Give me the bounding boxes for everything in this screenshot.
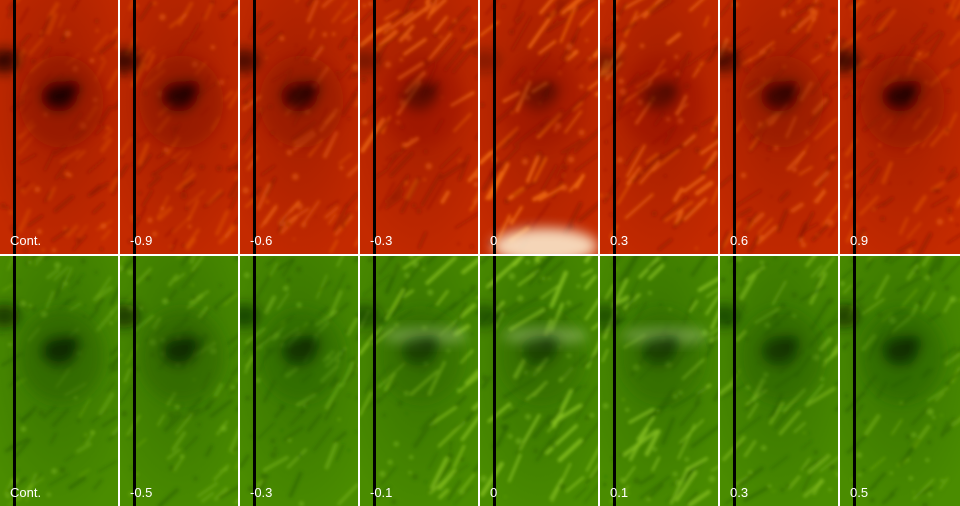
filtergram-panel: -0.9: [120, 0, 238, 254]
solar-image: [720, 0, 838, 254]
wavelength-label: 0.1: [610, 485, 629, 500]
solar-image: [600, 256, 718, 506]
filtergram-panel: Cont.: [0, 256, 118, 506]
filtergram-panel: 0: [480, 0, 598, 254]
wavelength-label: 0.3: [730, 485, 749, 500]
wavelength-label: 0.5: [850, 485, 869, 500]
solar-image: [240, 256, 358, 506]
filtergram-panel: -0.5: [120, 256, 238, 506]
slit-line: [133, 256, 136, 506]
filtergram-panel: 0: [480, 256, 598, 506]
solar-image: [840, 256, 960, 506]
filtergram-panel: -0.3: [360, 0, 478, 254]
solar-image: [360, 0, 478, 254]
filtergram-panel: Cont.: [0, 0, 118, 254]
filtergram-panel: 0.5: [840, 256, 960, 506]
wavelength-label: -0.9: [130, 233, 153, 248]
filtergram-panel: -0.1: [360, 256, 478, 506]
solar-image: [360, 256, 478, 506]
solar-image: [0, 0, 118, 254]
wavelength-label: 0: [490, 233, 498, 248]
wavelength-label: 0.6: [730, 233, 749, 248]
slit-line: [613, 0, 616, 254]
solar-image: [240, 0, 358, 254]
slit-line: [853, 0, 856, 254]
solar-image: [120, 256, 238, 506]
slit-line: [493, 256, 496, 506]
solar-image: [480, 256, 598, 506]
filtergram-panel: 0.6: [720, 0, 838, 254]
wavelength-label: 0.3: [610, 233, 629, 248]
slit-line: [133, 0, 136, 254]
solar-image: [840, 0, 960, 254]
filtergram-panel: 0.3: [600, 0, 718, 254]
filtergram-panel: -0.3: [240, 256, 358, 506]
solar-image: [720, 256, 838, 506]
filtergram-panel: 0.9: [840, 0, 960, 254]
slit-line: [253, 0, 256, 254]
slit-line: [853, 256, 856, 506]
solar-image: [0, 256, 118, 506]
filtergram-panel: -0.6: [240, 0, 358, 254]
wavelength-label: -0.1: [370, 485, 393, 500]
slit-line: [373, 0, 376, 254]
filtergram-panel: 0.3: [720, 256, 838, 506]
wavelength-label: -0.5: [130, 485, 153, 500]
slit-line: [733, 0, 736, 254]
solar-image: [480, 0, 598, 254]
slit-line: [373, 256, 376, 506]
wavelength-label: -0.3: [370, 233, 393, 248]
solar-image: [120, 0, 238, 254]
solar-image: [600, 0, 718, 254]
wavelength-label: 0: [490, 485, 498, 500]
slit-line: [613, 256, 616, 506]
wavelength-label: Cont.: [10, 485, 42, 500]
wavelength-label: Cont.: [10, 233, 42, 248]
wavelength-label: -0.6: [250, 233, 273, 248]
slit-line: [733, 256, 736, 506]
slit-line: [13, 256, 16, 506]
wavelength-label: 0.9: [850, 233, 869, 248]
filtergram-panel: 0.1: [600, 256, 718, 506]
slit-line: [493, 0, 496, 254]
slit-line: [13, 0, 16, 254]
slit-line: [253, 256, 256, 506]
wavelength-label: -0.3: [250, 485, 273, 500]
